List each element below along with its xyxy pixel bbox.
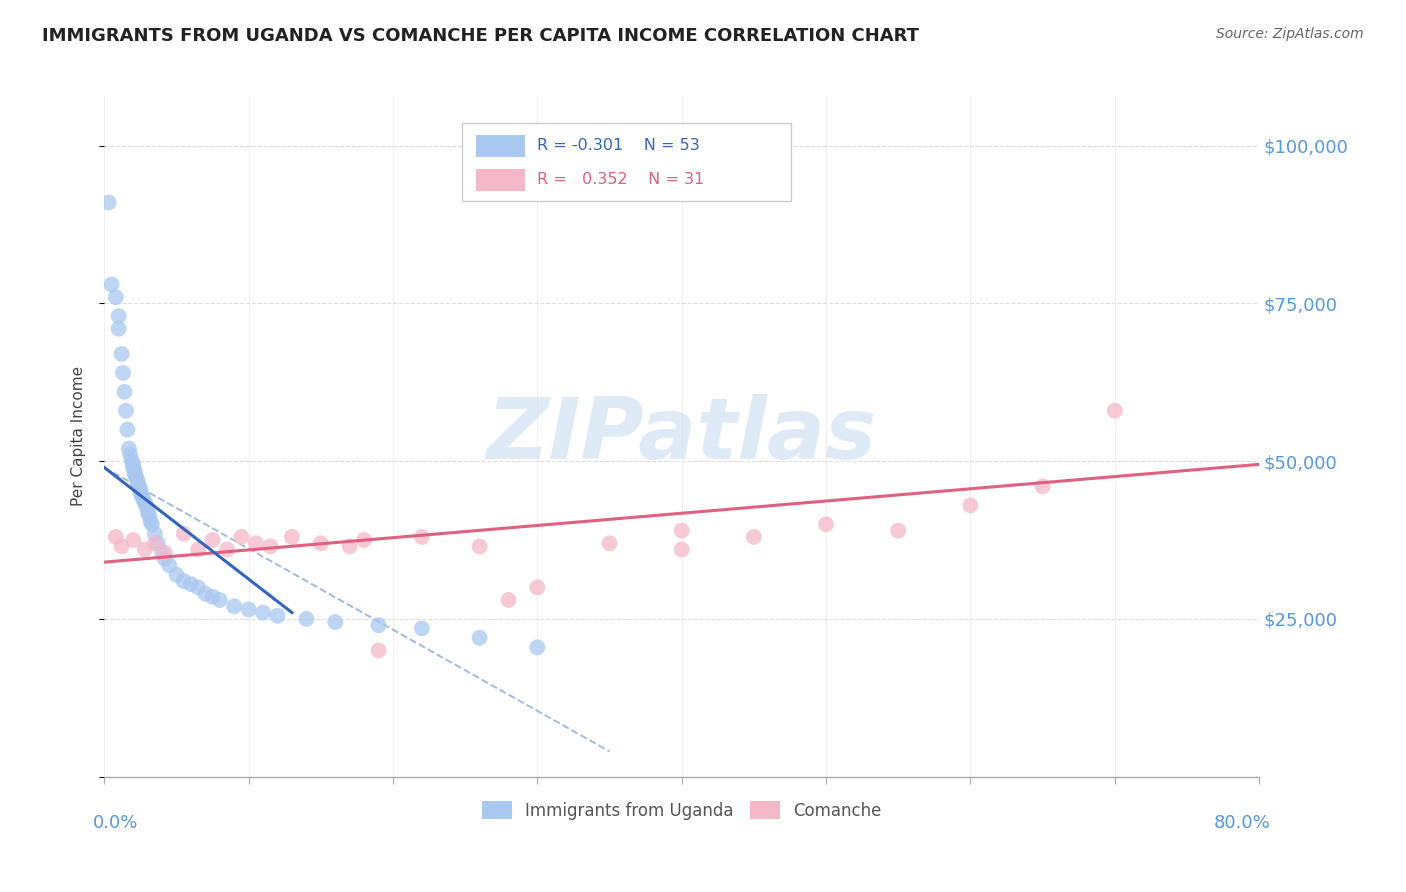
- Point: [134, 495, 156, 509]
- Point: [187, 542, 209, 557]
- Point: [231, 530, 253, 544]
- Point: [887, 524, 910, 538]
- Point: [122, 533, 145, 547]
- Point: [110, 540, 132, 554]
- Point: [201, 590, 224, 604]
- Point: [131, 489, 153, 503]
- Point: [127, 473, 149, 487]
- Point: [141, 517, 163, 532]
- Point: [129, 485, 152, 500]
- Point: [180, 577, 202, 591]
- Point: [367, 643, 389, 657]
- Point: [259, 540, 281, 554]
- Point: [132, 491, 155, 506]
- Point: [124, 464, 146, 478]
- Point: [187, 580, 209, 594]
- Point: [110, 347, 132, 361]
- Point: [125, 470, 148, 484]
- Point: [411, 530, 433, 544]
- Point: [468, 540, 491, 554]
- Point: [323, 615, 346, 629]
- Point: [107, 322, 129, 336]
- Text: R =   0.352    N = 31: R = 0.352 N = 31: [537, 172, 704, 187]
- Text: 80.0%: 80.0%: [1213, 814, 1271, 832]
- Point: [128, 479, 150, 493]
- FancyBboxPatch shape: [477, 169, 524, 191]
- Point: [118, 442, 141, 456]
- Point: [100, 277, 122, 292]
- Point: [135, 499, 157, 513]
- Point: [224, 599, 246, 614]
- Text: 0.0%: 0.0%: [93, 814, 138, 832]
- Point: [104, 530, 127, 544]
- Point: [122, 460, 145, 475]
- Point: [208, 593, 231, 607]
- Point: [245, 536, 267, 550]
- Point: [1032, 479, 1054, 493]
- Point: [143, 536, 166, 550]
- Point: [117, 423, 139, 437]
- Point: [104, 290, 127, 304]
- Point: [166, 567, 188, 582]
- Point: [281, 530, 304, 544]
- Point: [238, 602, 260, 616]
- Point: [139, 514, 162, 528]
- Text: ZIPatlas: ZIPatlas: [486, 394, 877, 477]
- Point: [138, 508, 160, 522]
- Point: [150, 546, 173, 560]
- Point: [671, 542, 693, 557]
- Point: [295, 612, 318, 626]
- Point: [367, 618, 389, 632]
- Point: [252, 606, 274, 620]
- FancyBboxPatch shape: [463, 122, 792, 201]
- Point: [97, 195, 120, 210]
- Point: [136, 505, 159, 519]
- Point: [120, 448, 142, 462]
- Point: [1104, 403, 1126, 417]
- Point: [143, 526, 166, 541]
- Point: [107, 309, 129, 323]
- Point: [127, 476, 149, 491]
- Point: [134, 542, 156, 557]
- Point: [121, 454, 143, 468]
- Point: [671, 524, 693, 538]
- Point: [114, 384, 136, 399]
- Point: [526, 580, 548, 594]
- Text: Source: ZipAtlas.com: Source: ZipAtlas.com: [1216, 27, 1364, 41]
- Text: IMMIGRANTS FROM UGANDA VS COMANCHE PER CAPITA INCOME CORRELATION CHART: IMMIGRANTS FROM UGANDA VS COMANCHE PER C…: [42, 27, 920, 45]
- Point: [153, 552, 176, 566]
- Point: [124, 467, 146, 481]
- Point: [526, 640, 548, 655]
- Point: [173, 574, 195, 588]
- Point: [194, 587, 217, 601]
- Point: [468, 631, 491, 645]
- Point: [266, 608, 288, 623]
- Point: [353, 533, 375, 547]
- Point: [339, 540, 361, 554]
- Point: [742, 530, 765, 544]
- FancyBboxPatch shape: [477, 135, 524, 157]
- Point: [201, 533, 224, 547]
- Point: [112, 366, 135, 380]
- Point: [122, 458, 145, 472]
- Point: [959, 499, 981, 513]
- Point: [599, 536, 621, 550]
- Point: [115, 403, 138, 417]
- Point: [411, 621, 433, 635]
- Point: [157, 558, 180, 573]
- Point: [146, 536, 169, 550]
- Text: R = -0.301    N = 53: R = -0.301 N = 53: [537, 138, 700, 153]
- Point: [173, 526, 195, 541]
- Point: [215, 542, 238, 557]
- Point: [498, 593, 520, 607]
- Point: [153, 546, 176, 560]
- Point: [815, 517, 838, 532]
- Point: [309, 536, 332, 550]
- Y-axis label: Per Capita Income: Per Capita Income: [72, 366, 86, 506]
- Legend: Immigrants from Uganda, Comanche: Immigrants from Uganda, Comanche: [475, 794, 889, 826]
- Point: [129, 483, 152, 497]
